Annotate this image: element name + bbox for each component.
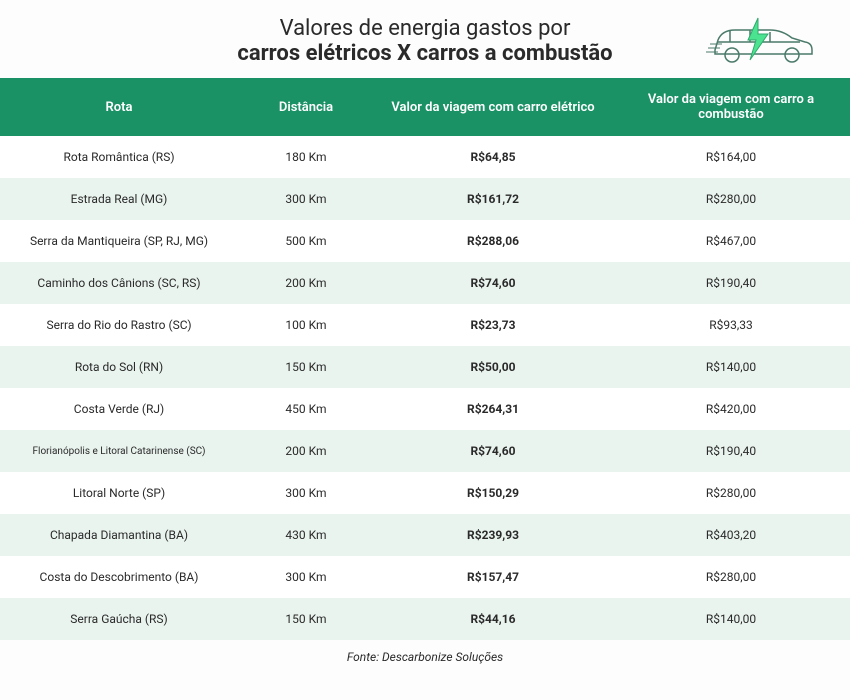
title-line-1: Valores de energia gastos por [40, 16, 810, 41]
col-header-ev: Valor da viagem com carro elétrico [374, 78, 612, 136]
cell-route: Costa do Descobrimento (BA) [0, 556, 238, 598]
source-footer: Fonte: Descarbonize Soluções [0, 640, 850, 670]
cell-distance: 180 Km [238, 136, 374, 178]
cell-ev-cost: R$264,31 [374, 388, 612, 430]
cell-distance: 100 Km [238, 304, 374, 346]
col-header-combustion: Valor da viagem com carro a combustão [612, 78, 850, 136]
cell-ev-cost: R$157,47 [374, 556, 612, 598]
cell-combustion-cost: R$280,00 [612, 178, 850, 220]
cell-distance: 430 Km [238, 514, 374, 556]
table-row: Litoral Norte (SP)300 KmR$150,29R$280,00 [0, 472, 850, 514]
table-row: Serra do Rio do Rastro (SC)100 KmR$23,73… [0, 304, 850, 346]
title-line-2: carros elétricos X carros a combustão [40, 41, 810, 66]
comparison-table: Rota Distância Valor da viagem com carro… [0, 78, 850, 640]
cell-distance: 200 Km [238, 262, 374, 304]
table-row: Rota Romântica (RS)180 KmR$64,85R$164,00 [0, 136, 850, 178]
cell-route: Costa Verde (RJ) [0, 388, 238, 430]
cell-distance: 300 Km [238, 556, 374, 598]
cell-combustion-cost: R$467,00 [612, 220, 850, 262]
cell-combustion-cost: R$164,00 [612, 136, 850, 178]
cell-distance: 150 Km [238, 346, 374, 388]
cell-ev-cost: R$64,85 [374, 136, 612, 178]
table-row: Costa do Descobrimento (BA)300 KmR$157,4… [0, 556, 850, 598]
infographic-container: Valores de energia gastos por carros elé… [0, 0, 850, 700]
title-block: Valores de energia gastos por carros elé… [40, 16, 810, 66]
cell-combustion-cost: R$190,40 [612, 262, 850, 304]
cell-ev-cost: R$44,16 [374, 598, 612, 640]
cell-route: Florianópolis e Litoral Catarinense (SC) [0, 430, 238, 472]
table-row: Florianópolis e Litoral Catarinense (SC)… [0, 430, 850, 472]
cell-route: Caminho dos Cânions (SC, RS) [0, 262, 238, 304]
col-header-distance: Distância [238, 78, 374, 136]
cell-ev-cost: R$74,60 [374, 262, 612, 304]
cell-ev-cost: R$150,29 [374, 472, 612, 514]
cell-route: Serra do Rio do Rastro (SC) [0, 304, 238, 346]
cell-distance: 300 Km [238, 472, 374, 514]
table-body: Rota Romântica (RS)180 KmR$64,85R$164,00… [0, 136, 850, 640]
cell-combustion-cost: R$93,33 [612, 304, 850, 346]
cell-ev-cost: R$161,72 [374, 178, 612, 220]
cell-distance: 200 Km [238, 430, 374, 472]
cell-combustion-cost: R$140,00 [612, 346, 850, 388]
cell-route: Serra da Mantiqueira (SP, RJ, MG) [0, 220, 238, 262]
table-row: Serra da Mantiqueira (SP, RJ, MG)500 KmR… [0, 220, 850, 262]
cell-ev-cost: R$74,60 [374, 430, 612, 472]
cell-combustion-cost: R$140,00 [612, 598, 850, 640]
cell-route: Rota Romântica (RS) [0, 136, 238, 178]
cell-route: Estrada Real (MG) [0, 178, 238, 220]
electric-car-icon [700, 10, 820, 74]
cell-combustion-cost: R$403,20 [612, 514, 850, 556]
table-row: Estrada Real (MG)300 KmR$161,72R$280,00 [0, 178, 850, 220]
table-row: Rota do Sol (RN)150 KmR$50,00R$140,00 [0, 346, 850, 388]
cell-ev-cost: R$23,73 [374, 304, 612, 346]
cell-combustion-cost: R$420,00 [612, 388, 850, 430]
table-row: Chapada Diamantina (BA)430 KmR$239,93R$4… [0, 514, 850, 556]
cell-route: Rota do Sol (RN) [0, 346, 238, 388]
table-row: Caminho dos Cânions (SC, RS)200 KmR$74,6… [0, 262, 850, 304]
cell-route: Serra Gaúcha (RS) [0, 598, 238, 640]
cell-combustion-cost: R$280,00 [612, 556, 850, 598]
cell-ev-cost: R$288,06 [374, 220, 612, 262]
cell-ev-cost: R$239,93 [374, 514, 612, 556]
cell-distance: 500 Km [238, 220, 374, 262]
cell-distance: 450 Km [238, 388, 374, 430]
header: Valores de energia gastos por carros elé… [0, 0, 850, 78]
table-row: Serra Gaúcha (RS)150 KmR$44,16R$140,00 [0, 598, 850, 640]
cell-route: Litoral Norte (SP) [0, 472, 238, 514]
cell-combustion-cost: R$280,00 [612, 472, 850, 514]
cell-distance: 300 Km [238, 178, 374, 220]
cell-distance: 150 Km [238, 598, 374, 640]
cell-route: Chapada Diamantina (BA) [0, 514, 238, 556]
table-row: Costa Verde (RJ)450 KmR$264,31R$420,00 [0, 388, 850, 430]
col-header-route: Rota [0, 78, 238, 136]
cell-ev-cost: R$50,00 [374, 346, 612, 388]
table-header-row: Rota Distância Valor da viagem com carro… [0, 78, 850, 136]
cell-combustion-cost: R$190,40 [612, 430, 850, 472]
